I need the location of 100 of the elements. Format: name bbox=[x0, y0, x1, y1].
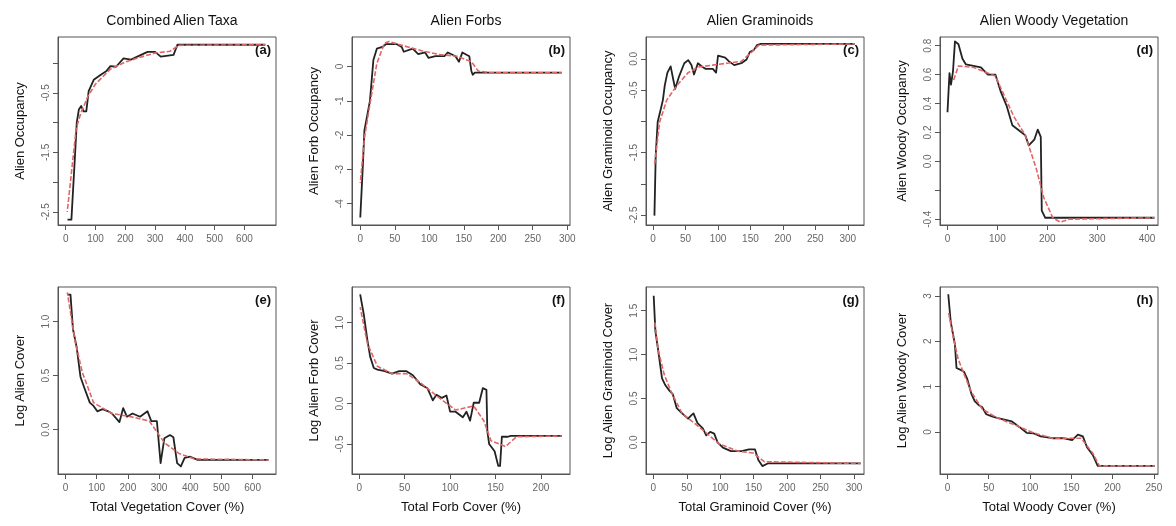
y-axis-title: Log Alien Graminoid Cover bbox=[600, 302, 615, 459]
annotation: (b) bbox=[548, 42, 566, 57]
y-tick-label: -0.4 bbox=[921, 210, 933, 228]
y-tick-label: 0.5 bbox=[333, 355, 345, 371]
x-tick-label: 200 bbox=[1104, 481, 1122, 493]
annotation: (h) bbox=[1136, 292, 1154, 307]
x-tick-label: 400 bbox=[181, 481, 200, 493]
x-tick-label: 300 bbox=[845, 481, 863, 493]
x-tick-label: 600 bbox=[244, 481, 262, 493]
x-tick-label: 50 bbox=[389, 232, 401, 244]
annotation: (d) bbox=[1136, 42, 1154, 57]
chart-title: Alien Graminoids bbox=[706, 12, 814, 28]
y-tick-label: 1.0 bbox=[627, 347, 639, 362]
x-axis-title: Total Forb Cover (%) bbox=[401, 499, 521, 514]
annotation: (f) bbox=[552, 292, 566, 307]
annotation: (c) bbox=[843, 42, 859, 57]
x-tick-label: 100 bbox=[420, 232, 439, 244]
y-tick-label: -3 bbox=[333, 164, 345, 174]
x-tick-label: 600 bbox=[236, 232, 254, 244]
x-tick-label: 400 bbox=[1138, 232, 1156, 244]
y-tick-label: 0.8 bbox=[921, 38, 933, 53]
y-axis-title: Log Alien Cover bbox=[12, 333, 27, 427]
x-tick-label: 500 bbox=[213, 481, 231, 493]
line-series bbox=[952, 65, 1156, 223]
line-series bbox=[359, 306, 563, 448]
chart-title: Alien Woody Vegetation bbox=[979, 12, 1129, 28]
x-tick-label: 300 bbox=[839, 232, 857, 244]
line-series bbox=[359, 43, 563, 219]
x-tick-label: 250 bbox=[1145, 481, 1163, 493]
x-tick-label: 0 bbox=[650, 232, 657, 244]
y-tick-label: -4 bbox=[333, 198, 345, 209]
x-tick-label: 100 bbox=[711, 481, 730, 493]
y-tick-label: 0.0 bbox=[921, 153, 933, 169]
x-tick-label: 250 bbox=[807, 232, 825, 244]
y-tick-label: 0.2 bbox=[921, 125, 933, 140]
y-tick-label: 0 bbox=[921, 428, 933, 435]
y-tick-label: 0.0 bbox=[39, 422, 51, 437]
x-tick-label: 400 bbox=[176, 232, 194, 244]
x-tick-label: 100 bbox=[1021, 481, 1039, 493]
x-tick-label: 0 bbox=[944, 232, 951, 244]
x-axis-title: Total Graminoid Cover (%) bbox=[678, 499, 832, 514]
x-tick-label: 200 bbox=[116, 232, 135, 244]
line-series bbox=[359, 40, 563, 184]
y-tick-label: -1 bbox=[333, 95, 345, 106]
y-tick-label: -0.5 bbox=[39, 83, 51, 102]
x-tick-label: 300 bbox=[558, 232, 577, 244]
x-tick-label: 200 bbox=[119, 481, 137, 493]
x-tick-label: 200 bbox=[489, 232, 508, 244]
x-tick-label: 200 bbox=[778, 481, 796, 493]
x-tick-label: 150 bbox=[487, 481, 505, 493]
x-tick-label: 150 bbox=[455, 232, 473, 244]
chart-title: Combined Alien Taxa bbox=[106, 12, 238, 28]
y-tick-label: 1.0 bbox=[39, 314, 51, 329]
y-axis-title: Log Alien Woody Cover bbox=[894, 312, 909, 449]
x-tick-label: 300 bbox=[146, 232, 164, 244]
x-tick-label: 100 bbox=[88, 481, 106, 493]
annotation: (a) bbox=[255, 42, 271, 57]
x-tick-label: 200 bbox=[1038, 232, 1057, 244]
y-tick-label: 0.4 bbox=[921, 96, 933, 111]
x-tick-label: 250 bbox=[812, 481, 830, 493]
y-tick-label: 0.0 bbox=[627, 435, 639, 450]
y-tick-label: 1 bbox=[921, 383, 933, 390]
x-tick-label: 100 bbox=[989, 232, 1007, 244]
x-tick-label: 50 bbox=[399, 481, 411, 493]
y-axis-title: Alien Forb Occupancy bbox=[306, 66, 321, 195]
line-series bbox=[359, 293, 563, 467]
y-tick-label: -2.5 bbox=[39, 202, 51, 221]
x-tick-label: 0 bbox=[62, 481, 69, 493]
x-tick-label: 300 bbox=[150, 481, 168, 493]
x-tick-label: 250 bbox=[524, 232, 542, 244]
y-tick-label: 1.0 bbox=[333, 315, 345, 330]
line-series bbox=[653, 319, 862, 465]
x-tick-label: 0 bbox=[62, 232, 69, 244]
y-tick-label: 0.0 bbox=[627, 51, 639, 66]
x-tick-label: 0 bbox=[356, 481, 363, 493]
y-tick-label: 0 bbox=[333, 63, 345, 70]
y-tick-label: -1.5 bbox=[39, 143, 51, 162]
x-tick-label: 0 bbox=[650, 481, 657, 493]
y-axis-title: Alien Graminoid Occupancy bbox=[600, 49, 615, 212]
x-tick-label: 150 bbox=[742, 232, 760, 244]
annotation: (g) bbox=[842, 292, 860, 307]
x-tick-label: 100 bbox=[441, 481, 459, 493]
y-tick-label: -0.5 bbox=[333, 434, 345, 453]
x-tick-label: 100 bbox=[709, 232, 727, 244]
y-axis-title: Log Alien Forb Cover bbox=[306, 318, 321, 442]
x-tick-label: 150 bbox=[1062, 481, 1081, 493]
x-tick-label: 50 bbox=[680, 232, 692, 244]
y-tick-label: 0.5 bbox=[39, 368, 51, 383]
y-tick-label: 0.5 bbox=[627, 391, 639, 406]
x-tick-label: 300 bbox=[1088, 232, 1106, 244]
x-tick-label: 50 bbox=[983, 481, 995, 493]
annotation: (e) bbox=[255, 292, 271, 307]
y-tick-label: -2.5 bbox=[627, 205, 639, 224]
y-tick-label: -1.5 bbox=[627, 143, 639, 162]
y-tick-label: 1.5 bbox=[627, 303, 639, 318]
x-tick-label: 150 bbox=[745, 481, 763, 493]
y-axis-title: Alien Woody Occupancy bbox=[894, 59, 909, 202]
y-tick-label: 0.6 bbox=[921, 67, 933, 82]
x-tick-label: 100 bbox=[87, 232, 105, 244]
y-tick-label: 0.0 bbox=[333, 396, 345, 411]
